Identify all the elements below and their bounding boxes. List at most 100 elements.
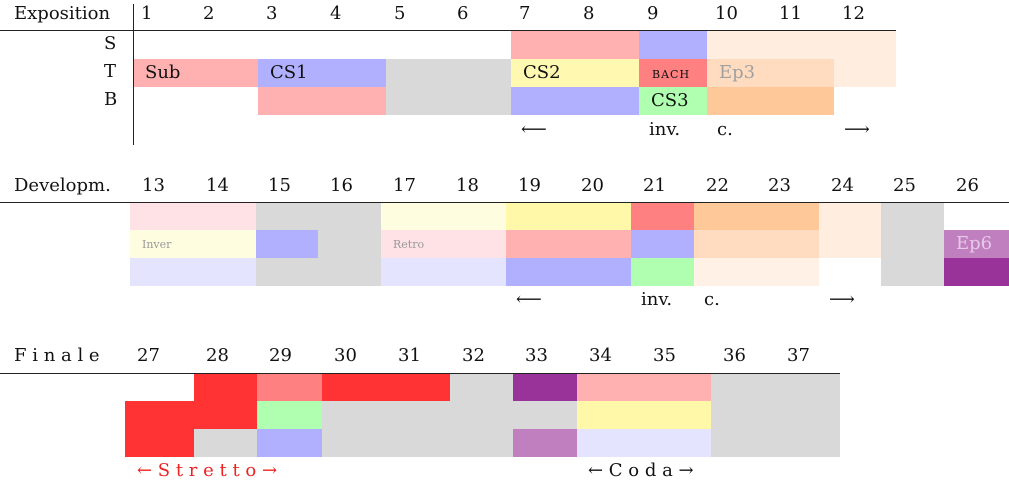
section-block: [257, 373, 322, 401]
section-block: [125, 429, 194, 457]
block-label: Ep6: [956, 233, 993, 254]
section-block: [577, 429, 711, 457]
section-block: [511, 87, 639, 115]
measure-number: 28: [206, 345, 229, 366]
measure-number: 17: [393, 175, 416, 196]
measure-number: 34: [589, 345, 612, 366]
section-block: CS3: [639, 87, 707, 115]
measure-number: 14: [206, 175, 229, 196]
block-label: BACH: [652, 68, 691, 81]
measure-number: 6: [457, 3, 469, 24]
measure-number: 22: [706, 175, 729, 196]
section-block: [881, 230, 944, 258]
measure-number: 11: [779, 3, 802, 24]
measure-number: 31: [398, 345, 421, 366]
section-block: [256, 202, 381, 230]
section-annotation: ← S t r e t t o →: [137, 460, 278, 481]
measure-number: 27: [137, 345, 160, 366]
section-block: [322, 429, 513, 457]
section-block: [881, 202, 944, 230]
voice-label: B: [104, 89, 118, 110]
measure-number: 19: [518, 175, 541, 196]
section-block: [577, 401, 711, 429]
section-block: [631, 230, 694, 258]
section-block: [194, 429, 257, 457]
section-block: Ep6: [944, 230, 1009, 258]
measure-number: 30: [334, 345, 357, 366]
section-annotation: ⟶: [844, 119, 870, 140]
measure-number: 36: [723, 345, 746, 366]
section-title: Exposition: [14, 3, 111, 24]
block-label: CS1: [270, 62, 308, 83]
measure-number: 33: [525, 345, 548, 366]
header-rule: [0, 373, 840, 374]
section-block: [694, 258, 819, 286]
section-block: [386, 59, 511, 87]
header-rule: [0, 30, 896, 31]
section-title: Developm.: [14, 175, 111, 196]
section-annotation: c.: [717, 119, 733, 140]
section-block: [506, 202, 631, 230]
block-label: CS2: [523, 62, 561, 83]
section-block: [130, 258, 256, 286]
block-label: Sub: [145, 62, 181, 83]
measure-number: 16: [330, 175, 353, 196]
measure-number: 20: [581, 175, 604, 196]
section-block: [130, 202, 256, 230]
measure-number: 4: [330, 3, 342, 24]
block-label: CS3: [651, 90, 689, 111]
section-block: CS2: [511, 59, 639, 87]
section-block: Retro: [381, 230, 506, 258]
section-annotation: c.: [704, 289, 720, 310]
section-block: [381, 202, 506, 230]
section-block: [819, 230, 881, 258]
section-block: [707, 31, 896, 59]
section-block: [694, 230, 819, 258]
section-block: Sub: [133, 59, 258, 87]
section-block: [322, 373, 450, 401]
section-block: [257, 401, 322, 429]
measure-number: 9: [647, 3, 659, 24]
section-annotation: ⟵: [521, 119, 547, 140]
section-block: [450, 373, 513, 401]
measure-number: 15: [268, 175, 291, 196]
measure-number: 5: [394, 3, 406, 24]
section-block: [256, 258, 381, 286]
section-block: [513, 373, 577, 401]
measure-number: 13: [142, 175, 165, 196]
section-block: [318, 230, 381, 258]
section-annotation: ← C o d a →: [588, 460, 694, 481]
section-block: [711, 429, 840, 457]
section-block: [506, 258, 631, 286]
measure-number: 29: [269, 345, 292, 366]
voice-label: T: [104, 61, 117, 82]
section-block: [834, 59, 896, 87]
section-block: [881, 258, 944, 286]
section-title: F i n a l e: [14, 345, 100, 366]
section-block: [577, 373, 711, 401]
block-label: Inver: [142, 238, 172, 251]
measure-number: 23: [768, 175, 791, 196]
section-block: [639, 31, 707, 59]
measure-number: 26: [956, 175, 979, 196]
measure-number: 18: [456, 175, 479, 196]
section-block: Inver: [130, 230, 256, 258]
section-annotation: inv.: [649, 119, 681, 140]
section-block: [513, 429, 577, 457]
section-block: CS1: [258, 59, 386, 87]
measure-number: 8: [583, 3, 595, 24]
measure-number: 37: [787, 345, 810, 366]
section-block: [506, 230, 631, 258]
section-block: [819, 202, 881, 230]
section-annotation: inv.: [641, 289, 673, 310]
section-block: [707, 87, 834, 115]
section-block: [322, 401, 577, 429]
measure-number: 21: [643, 175, 666, 196]
measure-number: 35: [653, 345, 676, 366]
section-block: [631, 202, 694, 230]
section-block: [711, 401, 840, 429]
section-block: BACH: [639, 59, 707, 87]
block-label: Ep3: [719, 62, 756, 83]
measure-number: 25: [893, 175, 916, 196]
measure-number: 7: [519, 3, 531, 24]
